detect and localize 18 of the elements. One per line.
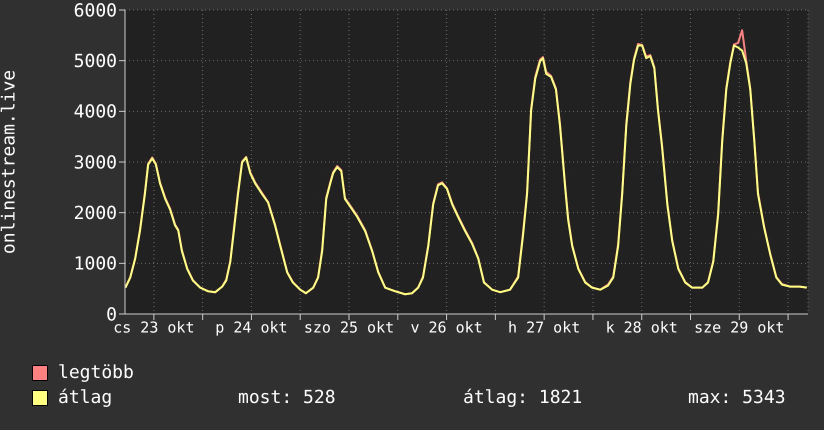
y-tick-label: 5000 bbox=[74, 51, 117, 72]
text: max: 5343 bbox=[688, 387, 787, 408]
y-axis-title: onlinestream.live bbox=[0, 70, 20, 254]
x-tick-label: v 26 okt bbox=[410, 318, 483, 337]
y-tick-label: 2000 bbox=[74, 203, 117, 224]
x-tick-label: szo 25 okt bbox=[304, 318, 394, 337]
x-tick-label: h 27 okt bbox=[508, 318, 580, 337]
y-tick-label: 6000 bbox=[74, 0, 117, 22]
y-tick-label: 1000 bbox=[74, 254, 117, 275]
x-tick-label: k 28 okt bbox=[606, 318, 678, 337]
y-tick-label: 4000 bbox=[74, 102, 117, 123]
y-tick-label: 3000 bbox=[74, 152, 117, 174]
legend-label: legtöbb bbox=[58, 362, 135, 383]
x-tick-label: p 24 okt bbox=[215, 318, 288, 337]
text: most: 528 bbox=[238, 387, 337, 408]
legend-label: átlag bbox=[58, 387, 114, 408]
text: átlag: 1821 bbox=[463, 387, 584, 408]
x-tick-label: sze 29 okt bbox=[694, 318, 784, 337]
